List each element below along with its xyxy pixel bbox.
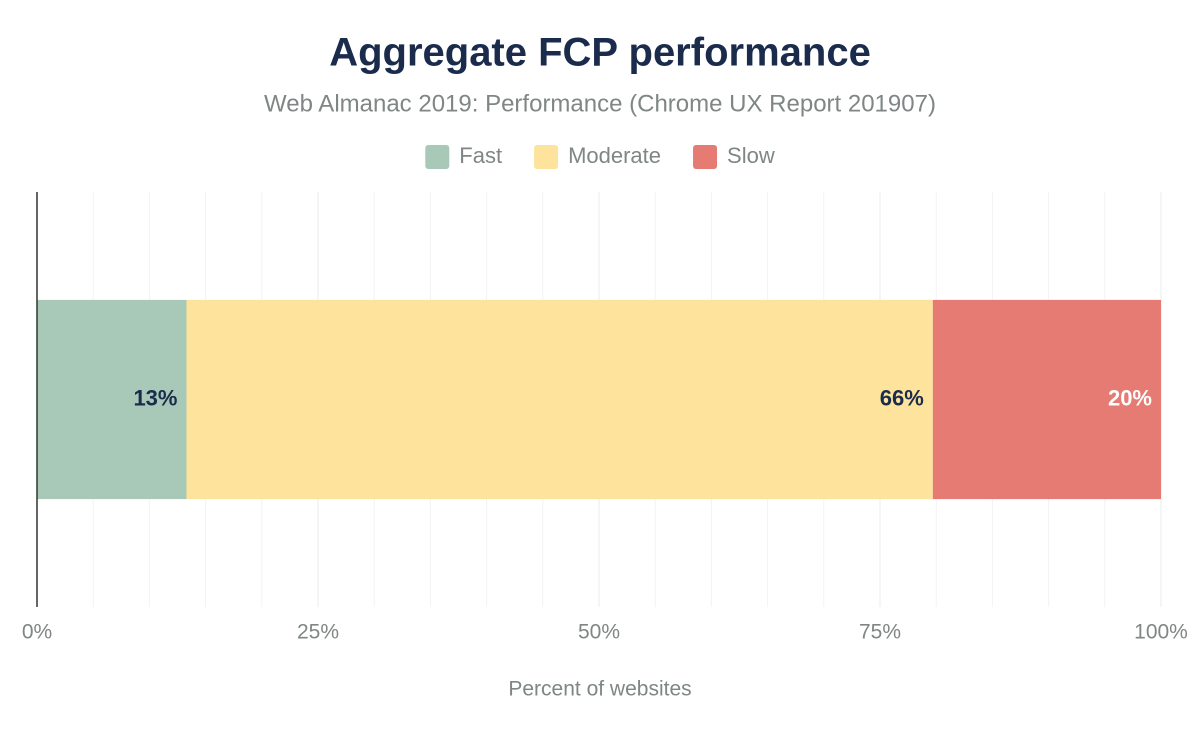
legend-label: Fast	[459, 143, 502, 168]
x-axis-label: Percent of websites	[508, 678, 691, 701]
x-tick-label: 50%	[578, 621, 620, 644]
value-label: 66%	[880, 385, 924, 410]
chart-subtitle: Web Almanac 2019: Performance (Chrome UX…	[264, 90, 936, 117]
chart-title: Aggregate FCP performance	[329, 31, 871, 75]
x-tick-label: 25%	[297, 621, 339, 644]
legend-swatch	[693, 145, 718, 169]
bar-segment	[186, 299, 933, 500]
x-tick-label: 0%	[22, 621, 52, 644]
legend: Fast Moderate Slow	[425, 143, 775, 169]
x-tick-label: 75%	[859, 621, 901, 644]
value-label: 13%	[133, 385, 177, 410]
legend-label: Moderate	[568, 143, 661, 168]
legend-swatch	[425, 145, 450, 169]
bar-segment	[932, 299, 1161, 500]
bar-segment	[37, 299, 187, 500]
legend-swatch	[534, 145, 559, 169]
value-label: 20%	[1108, 385, 1152, 410]
legend-label: Slow	[727, 143, 775, 168]
x-tick-label: 100%	[1134, 621, 1188, 644]
